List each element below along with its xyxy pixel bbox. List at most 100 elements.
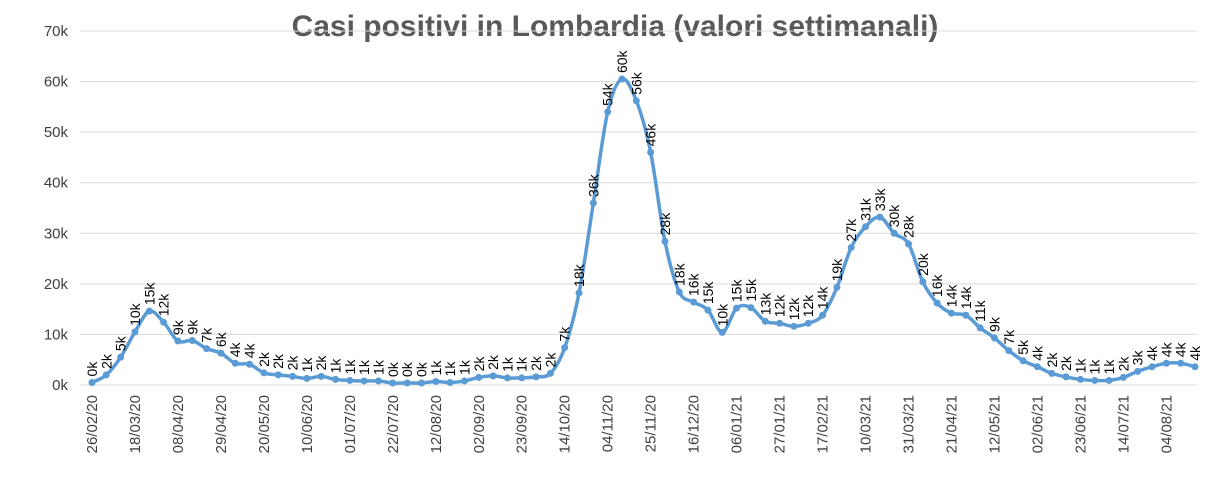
data-label: 9k (986, 316, 1002, 332)
point (761, 317, 769, 325)
point (188, 336, 196, 344)
data-label: 0k (385, 361, 401, 377)
point (518, 374, 526, 382)
data-label: 15k (743, 278, 759, 302)
point (804, 319, 812, 327)
point (847, 243, 855, 251)
x-tick-label: 31/03/21 (901, 395, 918, 453)
point (203, 345, 211, 353)
data-label: 15k (141, 282, 157, 306)
point (1148, 363, 1156, 371)
point (1177, 359, 1185, 367)
point (890, 229, 898, 237)
data-label: 4k (242, 342, 258, 358)
data-label: 1k (1101, 359, 1117, 375)
point (131, 328, 139, 336)
data-label: 4k (1029, 345, 1045, 361)
point (1162, 359, 1170, 367)
data-label: 1k (499, 356, 515, 372)
data-label: 15k (700, 281, 716, 305)
point (289, 372, 297, 380)
data-label: 2k (256, 351, 272, 367)
point (317, 372, 325, 380)
point (374, 377, 382, 385)
data-label: 1k (428, 360, 444, 376)
point (1076, 375, 1084, 383)
data-label: 9k (184, 319, 200, 335)
point (632, 97, 640, 105)
point (790, 322, 798, 330)
point (575, 289, 583, 297)
data-label: 14k (815, 286, 831, 310)
x-tick-label: 16/12/20 (686, 395, 703, 453)
x-tick-label: 06/01/21 (729, 395, 746, 453)
point (1105, 376, 1113, 384)
x-tick-label: 02/09/20 (471, 395, 488, 453)
x-tick-label: 08/04/20 (170, 395, 187, 453)
point (776, 319, 784, 327)
point (919, 278, 927, 286)
point (160, 318, 168, 326)
point (704, 306, 712, 314)
point (88, 378, 96, 386)
data-label: 0k (84, 361, 100, 377)
point (117, 353, 125, 361)
x-tick-label: 21/04/21 (943, 395, 960, 453)
point (647, 148, 655, 156)
data-label: 1k (1072, 358, 1088, 374)
data-label: 1k (442, 361, 458, 377)
x-tick-label: 17/02/21 (815, 395, 832, 453)
data-label: 18k (571, 263, 587, 287)
point (1048, 369, 1056, 377)
data-label: 18k (671, 262, 687, 286)
x-tick-label: 20/05/20 (256, 395, 273, 453)
data-label: 14k (943, 284, 959, 308)
data-label: 11k (972, 299, 988, 322)
x-tick-label: 10/06/20 (299, 395, 316, 453)
point (446, 378, 454, 386)
x-tick-label: 23/09/20 (514, 395, 531, 453)
data-label: 12k (800, 294, 816, 318)
data-label: 27k (843, 218, 859, 242)
point (303, 374, 311, 382)
data-label: 1k (356, 359, 372, 375)
point (1091, 376, 1099, 384)
data-label: 33k (872, 188, 888, 212)
point (962, 311, 970, 319)
data-label: 1k (299, 357, 315, 373)
y-tick-label: 10k (44, 326, 69, 343)
data-label: 2k (285, 355, 301, 371)
point (260, 369, 268, 377)
point (733, 304, 741, 312)
x-tick-label: 14/10/20 (557, 395, 574, 453)
data-label: 0k (413, 361, 429, 377)
y-tick-label: 40k (44, 175, 69, 192)
x-tick-label: 14/07/21 (1115, 395, 1132, 453)
data-label: 2k (1044, 352, 1060, 368)
x-tick-label: 04/11/20 (600, 395, 617, 452)
data-label: 54k (600, 82, 616, 106)
data-label: 2k (485, 354, 501, 370)
data-label: 1k (1087, 359, 1103, 375)
data-label: 15k (729, 279, 745, 303)
point (489, 372, 497, 380)
point (718, 328, 726, 336)
point (661, 237, 669, 245)
point (503, 374, 511, 382)
point (618, 75, 626, 83)
point (604, 108, 612, 116)
data-label: 5k (1015, 339, 1031, 355)
data-label: 12k (772, 294, 788, 318)
x-tick-label: 01/07/20 (342, 395, 359, 453)
data-label: 4k (1173, 341, 1189, 357)
data-label: 1k (456, 359, 472, 375)
point (360, 377, 368, 385)
data-label: 7k (557, 326, 573, 342)
point (947, 309, 955, 317)
data-label: 9k (170, 319, 186, 335)
data-label: 1k (370, 359, 386, 375)
data-label: 13k (757, 292, 773, 316)
point (1134, 367, 1142, 375)
data-label: 10k (714, 303, 730, 327)
